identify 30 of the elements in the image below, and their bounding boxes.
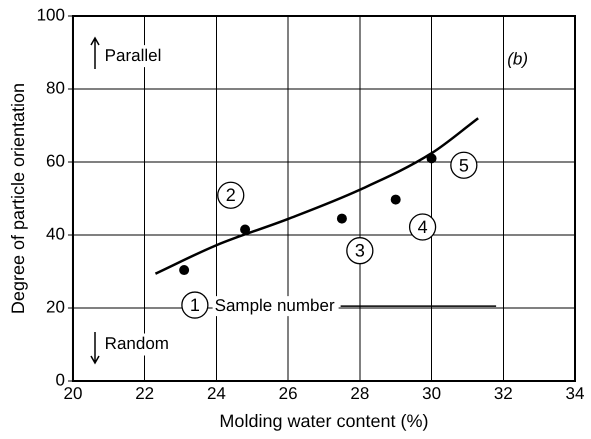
- point: [240, 224, 250, 235]
- point: [426, 153, 437, 164]
- x-tick-label: 28: [350, 384, 370, 403]
- annotation: Sample number: [214, 296, 335, 315]
- x-tick-label: 20: [64, 384, 82, 403]
- annotation: Random: [104, 334, 169, 354]
- x-tick-label: 34: [566, 384, 584, 403]
- x-tick-label: 22: [135, 384, 154, 403]
- point: [179, 265, 190, 276]
- y-axis-title: Degree of particle orientation: [8, 82, 28, 314]
- y-tick-label: 80: [46, 78, 65, 98]
- y-tick-label: 60: [46, 152, 65, 171]
- x-tick-label: 32: [494, 384, 513, 403]
- annotation: 2: [226, 185, 236, 206]
- annotation: 1: [190, 295, 200, 316]
- annotation: 5: [458, 155, 469, 176]
- y-tick-label: 100: [36, 6, 65, 25]
- annotation: (b): [507, 50, 528, 69]
- point: [390, 194, 401, 205]
- y-tick-label: 0: [55, 370, 65, 390]
- x-tick-label: 26: [278, 384, 298, 403]
- x-axis-title: Molding water content (%): [219, 411, 429, 432]
- annotation: Parallel: [104, 46, 162, 65]
- annotation: 3: [354, 240, 365, 261]
- annotation: 4: [418, 216, 428, 237]
- x-tick-label: 30: [422, 384, 442, 403]
- y-tick-label: 40: [46, 224, 65, 244]
- y-tick-label: 20: [46, 298, 65, 317]
- x-tick-label: 24: [206, 384, 226, 403]
- point: [336, 214, 347, 224]
